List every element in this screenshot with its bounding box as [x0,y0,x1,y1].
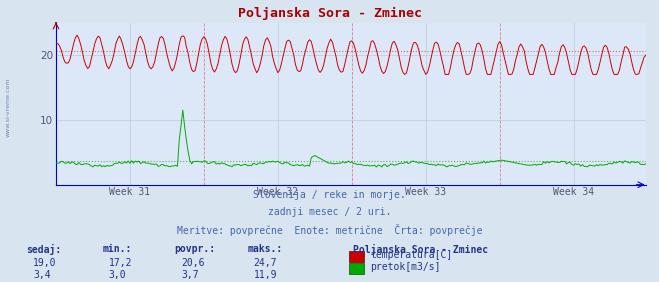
Text: Poljanska Sora - Zminec: Poljanska Sora - Zminec [353,244,488,255]
Text: 3,4: 3,4 [33,270,51,280]
Text: 3,7: 3,7 [181,270,199,280]
Text: 11,9: 11,9 [254,270,277,280]
Text: 17,2: 17,2 [109,258,132,268]
Text: zadnji mesec / 2 uri.: zadnji mesec / 2 uri. [268,207,391,217]
Text: Poljanska Sora - Zminec: Poljanska Sora - Zminec [237,7,422,20]
Text: Slovenija / reke in morje.: Slovenija / reke in morje. [253,190,406,200]
Text: www.si-vreme.com: www.si-vreme.com [5,78,11,137]
Text: 20,6: 20,6 [181,258,205,268]
Text: pretok[m3/s]: pretok[m3/s] [370,262,441,272]
Text: maks.:: maks.: [247,244,282,254]
Text: povpr.:: povpr.: [175,244,215,254]
Text: 24,7: 24,7 [254,258,277,268]
Text: 19,0: 19,0 [33,258,57,268]
Text: 3,0: 3,0 [109,270,127,280]
Text: sedaj:: sedaj: [26,244,61,255]
Text: min.:: min.: [102,244,132,254]
Text: Meritve: povprečne  Enote: metrične  Črta: povprečje: Meritve: povprečne Enote: metrične Črta:… [177,224,482,236]
Text: temperatura[C]: temperatura[C] [370,250,453,260]
